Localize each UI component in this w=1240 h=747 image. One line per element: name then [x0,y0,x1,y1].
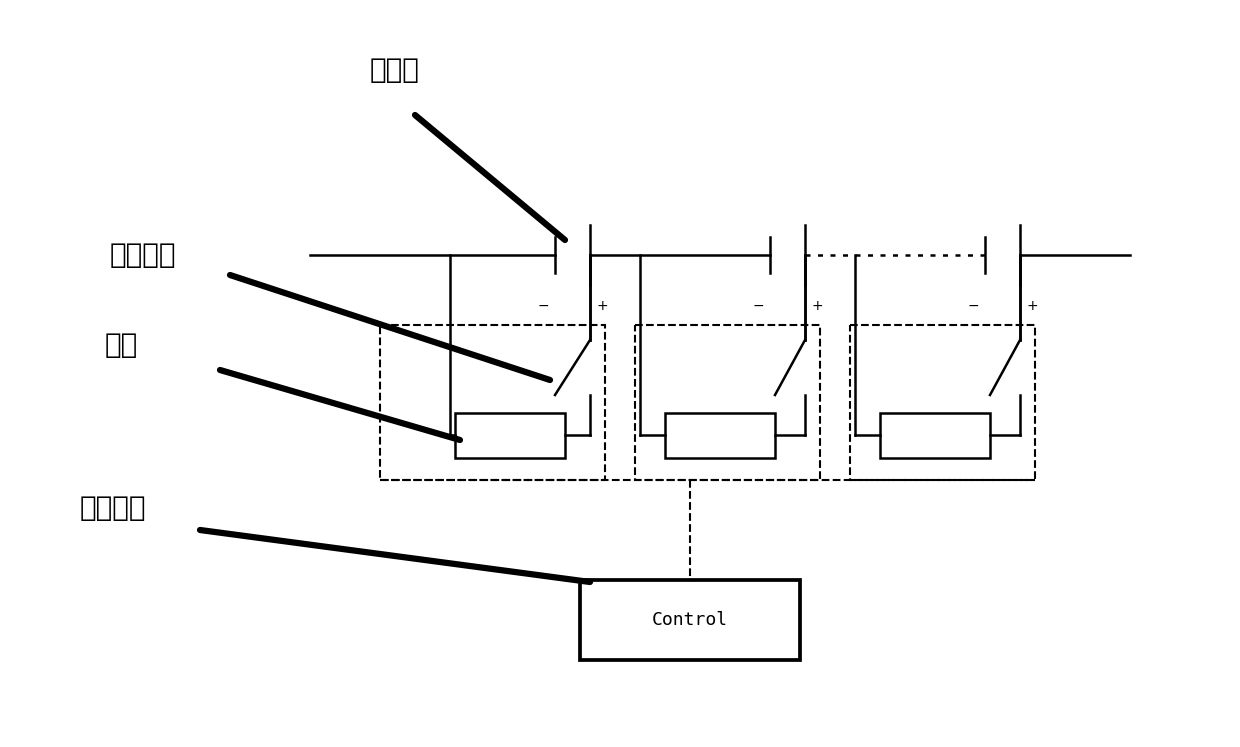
Bar [635,325,820,480]
Bar [665,412,775,457]
Bar [580,580,800,660]
Text: 负载: 负载 [105,331,138,359]
Text: −: − [537,299,549,313]
Text: 集控系统: 集控系统 [81,494,146,522]
Text: −: − [967,299,978,313]
Bar [880,412,990,457]
Bar [379,325,605,480]
Text: +: + [811,299,823,313]
Bar [455,412,565,457]
Text: +: + [596,299,608,313]
Text: Control: Control [652,611,728,629]
Text: +: + [1027,299,1038,313]
Text: 集控开关: 集控开关 [110,241,176,269]
Bar [849,325,1035,480]
Text: 锂电池: 锂电池 [370,56,420,84]
Text: −: − [753,299,764,313]
